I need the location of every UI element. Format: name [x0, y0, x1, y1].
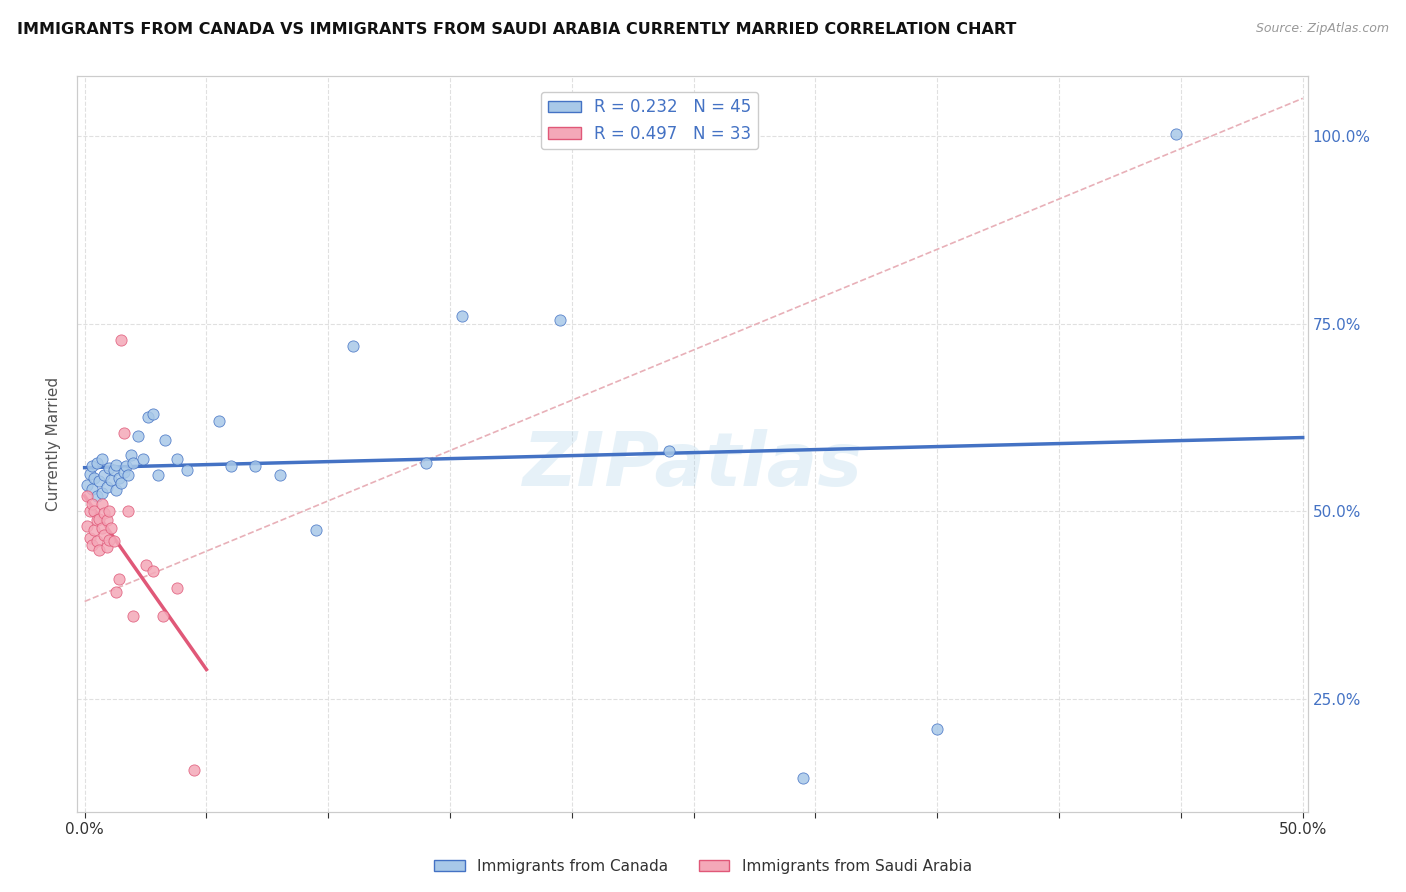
Legend: R = 0.232   N = 45, R = 0.497   N = 33: R = 0.232 N = 45, R = 0.497 N = 33 — [541, 92, 758, 149]
Point — [89, 475, 111, 489]
Point — [98, 460, 121, 475]
Point — [142, 565, 165, 579]
Point — [415, 456, 437, 470]
Point — [792, 771, 814, 785]
Point — [110, 333, 132, 347]
Point — [142, 407, 165, 421]
Point — [207, 414, 229, 428]
Point — [98, 533, 121, 547]
Point — [93, 528, 115, 542]
Point — [112, 425, 135, 440]
Legend: Immigrants from Canada, Immigrants from Saudi Arabia: Immigrants from Canada, Immigrants from … — [429, 853, 977, 880]
Point — [76, 478, 98, 492]
Point — [90, 497, 112, 511]
Point — [83, 504, 105, 518]
Point — [76, 519, 98, 533]
Point — [96, 541, 118, 555]
Point — [90, 485, 112, 500]
Point — [80, 459, 103, 474]
Point — [153, 433, 176, 447]
Point — [93, 506, 115, 520]
Point — [122, 609, 145, 624]
Point — [98, 504, 121, 518]
Point — [76, 489, 98, 503]
Point — [112, 465, 135, 479]
Point — [105, 483, 128, 498]
Text: IMMIGRANTS FROM CANADA VS IMMIGRANTS FROM SAUDI ARABIA CURRENTLY MARRIED CORRELA: IMMIGRANTS FROM CANADA VS IMMIGRANTS FRO… — [17, 22, 1017, 37]
Point — [120, 448, 142, 462]
Point — [103, 463, 125, 477]
Point — [89, 543, 111, 558]
Point — [166, 581, 188, 595]
Point — [269, 468, 291, 483]
Point — [96, 480, 118, 494]
Point — [152, 609, 174, 624]
Point — [93, 468, 115, 483]
Point — [183, 764, 205, 778]
Point — [243, 459, 266, 474]
Y-axis label: Currently Married: Currently Married — [46, 376, 62, 511]
Point — [103, 534, 125, 549]
Point — [136, 410, 159, 425]
Point — [117, 468, 139, 483]
Point — [115, 459, 138, 474]
Point — [146, 468, 169, 483]
Point — [100, 473, 122, 487]
Point — [107, 572, 129, 586]
Point — [107, 470, 129, 484]
Point — [135, 558, 157, 573]
Point — [122, 456, 145, 470]
Point — [105, 585, 128, 599]
Point — [90, 521, 112, 535]
Point — [86, 513, 108, 527]
Point — [89, 512, 111, 526]
Point — [86, 534, 108, 549]
Point — [451, 309, 474, 323]
Point — [1164, 128, 1187, 142]
Text: ZIPatlas: ZIPatlas — [523, 429, 862, 502]
Point — [117, 504, 139, 518]
Point — [305, 523, 328, 537]
Point — [105, 458, 128, 472]
Point — [166, 451, 188, 466]
Point — [110, 475, 132, 490]
Point — [658, 444, 681, 458]
Point — [80, 538, 103, 552]
Text: Source: ZipAtlas.com: Source: ZipAtlas.com — [1256, 22, 1389, 36]
Point — [79, 531, 101, 545]
Point — [80, 497, 103, 511]
Point — [100, 521, 122, 535]
Point — [96, 513, 118, 527]
Point — [132, 451, 155, 466]
Point — [127, 429, 149, 443]
Point — [86, 456, 108, 470]
Point — [548, 313, 571, 327]
Point — [927, 722, 949, 736]
Point — [176, 463, 198, 477]
Point — [342, 339, 364, 353]
Point — [219, 459, 242, 474]
Point — [90, 451, 112, 466]
Point — [83, 523, 105, 537]
Point — [80, 482, 103, 496]
Point — [83, 470, 105, 484]
Point — [86, 489, 108, 503]
Point — [79, 504, 101, 518]
Point — [79, 467, 101, 481]
